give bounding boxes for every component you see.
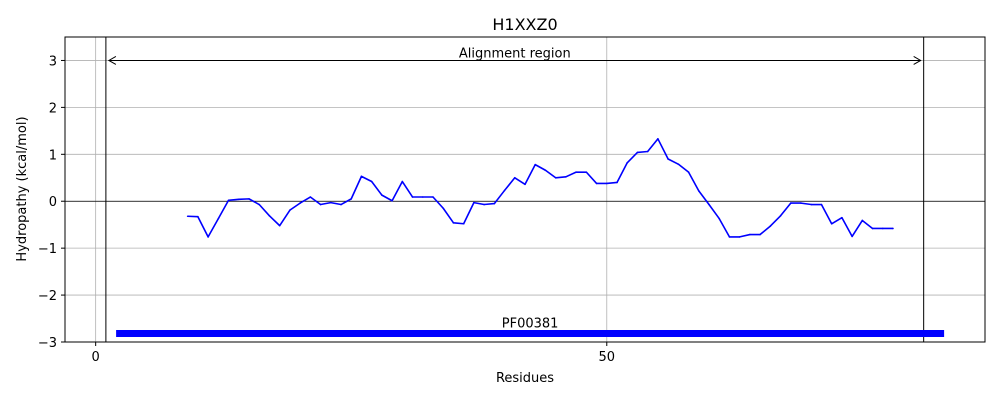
hydropathy-point xyxy=(237,198,240,201)
alignment-arrow-left-head xyxy=(107,56,117,65)
hydropathy-point xyxy=(646,150,649,153)
x-tick-label: 50 xyxy=(599,350,616,365)
hydropathy-point xyxy=(442,207,445,210)
hydropathy-point xyxy=(370,180,373,183)
hydropathy-point xyxy=(227,199,230,202)
hydropathy-point xyxy=(554,176,557,179)
hydropathy-point xyxy=(657,138,659,140)
hydropathy-point xyxy=(503,189,506,192)
hydropathy-point xyxy=(820,203,823,206)
hydropathy-point xyxy=(217,217,220,220)
hydropathy-point xyxy=(718,217,721,220)
x-axis-title: Residues xyxy=(496,371,554,386)
hydropathy-point xyxy=(350,198,353,200)
hydropathy-point xyxy=(319,203,322,206)
hydropathy-point xyxy=(421,196,424,198)
hydropathy-point xyxy=(524,183,526,186)
domain-bar-label: PF00381 xyxy=(502,317,559,332)
hydropathy-point xyxy=(861,219,864,222)
chart-title: H1XXZ0 xyxy=(492,15,557,34)
hydropathy-point xyxy=(759,233,761,236)
hydropathy-point xyxy=(329,201,332,204)
hydropathy-point xyxy=(708,203,710,206)
hydropathy-point xyxy=(779,214,782,217)
hydropathy-point xyxy=(268,214,271,217)
hydropathy-point xyxy=(401,180,404,183)
hydropathy-point xyxy=(841,216,843,219)
y-tick-label: 0 xyxy=(49,195,57,210)
hydropathy-point xyxy=(278,224,281,227)
y-tick-label: 1 xyxy=(49,148,57,163)
hydropathy-point xyxy=(360,175,363,178)
hydropathy-point xyxy=(585,171,588,173)
hydropathy-point xyxy=(391,199,393,202)
hydropathy-point xyxy=(299,202,301,204)
hydropathy-point xyxy=(677,163,680,165)
x-tick-label: 0 xyxy=(92,350,100,365)
y-tick-label: −3 xyxy=(38,336,57,351)
hydropathy-point xyxy=(340,203,342,206)
hydropathy-point xyxy=(800,202,802,204)
hydropathy-point xyxy=(892,227,894,230)
hydropathy-point xyxy=(616,181,618,184)
y-axis-title: Hydropathy (kcal/mol) xyxy=(15,116,30,261)
hydropathy-point xyxy=(687,171,690,173)
hydropathy-point xyxy=(565,176,567,178)
hydropathy-point xyxy=(789,202,792,204)
hydropathy-point xyxy=(248,198,250,200)
hydropathy-point xyxy=(534,163,537,166)
hydropathy-point xyxy=(728,236,731,238)
y-tick-label: −1 xyxy=(38,242,57,257)
hydropathy-point xyxy=(186,215,189,218)
hydropathy-point xyxy=(289,209,291,211)
hydropathy-point xyxy=(513,176,516,179)
hydropathy-point xyxy=(636,151,639,154)
hydropathy-point xyxy=(738,236,741,238)
hydropathy-line xyxy=(187,138,893,238)
hydropathy-point xyxy=(851,235,853,238)
hydropathy-point xyxy=(452,222,455,224)
plot-area: Alignment region PF00381 xyxy=(65,37,985,342)
hydropathy-point xyxy=(207,236,209,238)
alignment-arrow-right-head xyxy=(913,56,922,65)
hydropathy-point xyxy=(258,203,261,206)
hydropathy-point xyxy=(830,222,833,225)
hydropathy-point xyxy=(697,190,700,192)
hydropathy-point xyxy=(544,169,547,172)
hydropathy-point xyxy=(493,202,496,205)
axes: 0 50 −3 −2 −1 0 1 2 3 xyxy=(38,36,986,365)
hydropathy-point xyxy=(432,196,434,198)
hydropathy-point xyxy=(575,171,577,173)
hydropathy-point xyxy=(749,233,751,236)
grid-lines xyxy=(65,37,985,343)
hydropathy-point xyxy=(197,215,199,218)
hydropathy-point xyxy=(595,182,598,185)
hydropathy-point xyxy=(626,161,629,164)
hydropathy-point xyxy=(605,182,608,185)
plot-frame xyxy=(64,36,986,343)
y-tick-label: 2 xyxy=(49,101,57,116)
hydropathy-point xyxy=(462,222,465,225)
hydropathy-point xyxy=(871,227,874,230)
hydropathy-point xyxy=(667,158,669,160)
y-tick-label: 3 xyxy=(49,54,57,69)
hydropathy-point xyxy=(769,225,772,227)
alignment-region-label: Alignment region xyxy=(459,46,571,61)
hydropathy-point xyxy=(411,196,414,198)
hydropathy-point xyxy=(381,194,383,196)
y-tick-label: −2 xyxy=(38,289,57,304)
hydropathy-point xyxy=(473,201,475,204)
hydropathy-point xyxy=(810,203,813,206)
hydropathy-point xyxy=(881,227,884,230)
hydropathy-point xyxy=(309,196,312,198)
hydropathy-point xyxy=(483,203,485,206)
